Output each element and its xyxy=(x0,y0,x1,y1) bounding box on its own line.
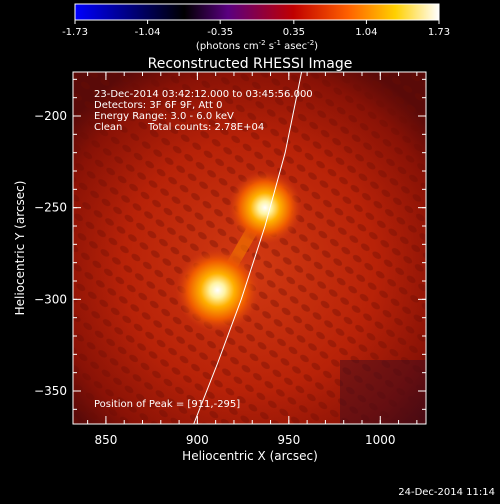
x-tick-label: 1000 xyxy=(365,433,396,447)
annotation-detectors: Detectors: 3F 6F 9F, Att 0 xyxy=(94,100,222,111)
annotation-total-counts: Total counts: 2.78E+04 xyxy=(147,122,264,133)
colorbar-ticks: -1.73 -1.04 -0.35 0.35 1.04 1.73 xyxy=(62,20,450,38)
heatmap-image xyxy=(73,72,426,424)
x-tick-label: 950 xyxy=(277,433,300,447)
colorbar-tick-label: -1.73 xyxy=(62,27,88,38)
annotation-peak-position: Position of Peak = [911,-295] xyxy=(94,399,240,410)
colorbar-tick-label: 1.04 xyxy=(355,27,377,38)
plot-frame xyxy=(72,71,427,425)
axis-ticks: 850 900 950 1000 −200 −250 −300 −350 xyxy=(34,72,426,447)
heatmap-ripples xyxy=(73,72,426,424)
colorbar-tick-label: -1.04 xyxy=(135,27,161,38)
colorbar-tick-label: -0.35 xyxy=(207,27,233,38)
emission-source-2 xyxy=(228,170,302,245)
y-tick-label: −250 xyxy=(34,201,67,215)
annotation-time-range: 23-Dec-2014 03:42:12.000 to 03:45:56.000 xyxy=(94,89,313,100)
annotation-method: Clean xyxy=(94,122,122,133)
x-axis-label: Heliocentric X (arcsec) xyxy=(182,449,318,463)
heatmap-corner-shade xyxy=(340,360,426,424)
colorbar-tick-label: 0.35 xyxy=(283,27,305,38)
colorbar: -1.73 -1.04 -0.35 0.35 1.04 1.73 (photons cm-… xyxy=(62,3,450,52)
solar-limb-curve xyxy=(193,72,303,424)
y-tick-label: −200 xyxy=(34,109,67,123)
colorbar-gradient xyxy=(74,3,440,21)
y-tick-label: −300 xyxy=(34,292,67,306)
emission-source-1 xyxy=(175,248,260,333)
colorbar-units: (photons cm-2 s-1 asec-2) xyxy=(196,39,318,52)
chart-title: Reconstructed RHESSI Image xyxy=(148,56,353,72)
x-tick-label: 850 xyxy=(94,433,117,447)
annotation-energy-range: Energy Range: 3.0 - 6.0 keV xyxy=(94,111,234,122)
annotations: 23-Dec-2014 03:42:12.000 to 03:45:56.000… xyxy=(94,89,313,410)
emission-sources xyxy=(175,170,302,333)
colorbar-tick-label: 1.73 xyxy=(428,27,450,38)
footer-timestamp: 24-Dec-2014 11:14 xyxy=(398,487,495,498)
y-axis-label: Heliocentric Y (arcsec) xyxy=(13,181,27,316)
y-tick-label: −350 xyxy=(34,384,67,398)
x-tick-label: 900 xyxy=(186,433,209,447)
